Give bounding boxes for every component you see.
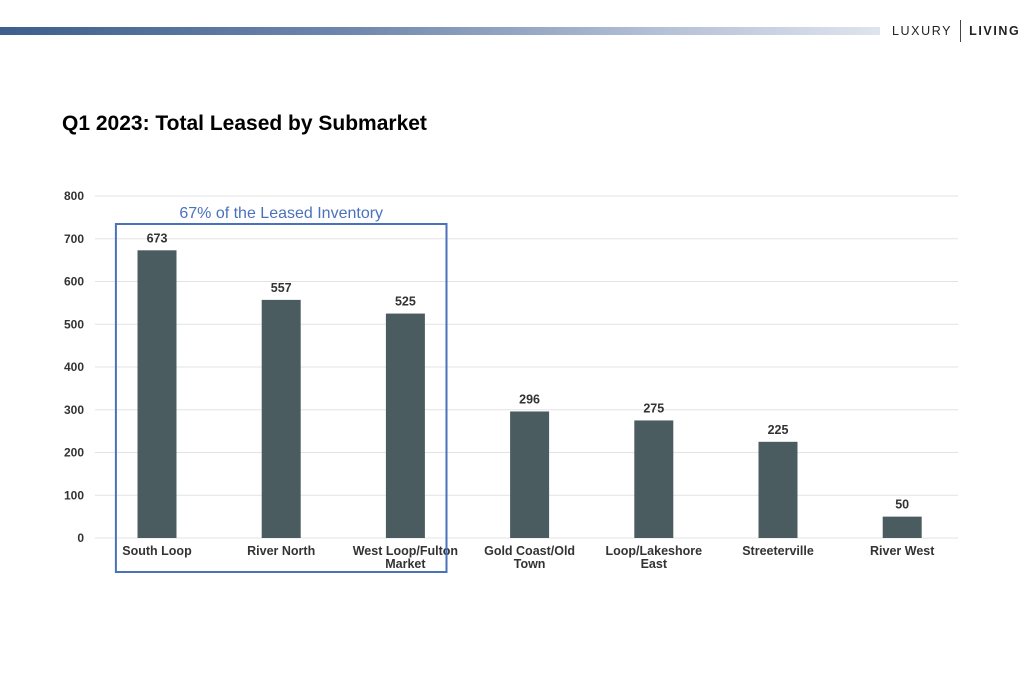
bar bbox=[758, 441, 798, 538]
data-label: 296 bbox=[519, 392, 540, 406]
y-tick-label: 500 bbox=[64, 317, 84, 331]
bar bbox=[510, 411, 550, 538]
data-label: 557 bbox=[271, 281, 292, 295]
x-tick-label: South Loop bbox=[122, 544, 192, 558]
y-tick-label: 400 bbox=[64, 360, 84, 374]
bar bbox=[634, 420, 674, 538]
y-tick-label: 300 bbox=[64, 403, 84, 417]
y-tick-label: 700 bbox=[64, 232, 84, 246]
y-tick-label: 600 bbox=[64, 275, 84, 289]
x-tick-label: River North bbox=[247, 544, 315, 558]
y-tick-label: 200 bbox=[64, 446, 84, 460]
bar bbox=[385, 313, 425, 538]
brand-word-luxury: LUXURY bbox=[892, 24, 953, 38]
x-tick-label: River West bbox=[870, 544, 935, 558]
annotation-label: 67% of the Leased Inventory bbox=[179, 205, 383, 222]
y-tick-label: 0 bbox=[77, 531, 84, 545]
y-tick-label: 100 bbox=[64, 488, 84, 502]
bar bbox=[261, 299, 301, 538]
x-tick-label: Gold Coast/Old Town bbox=[484, 544, 575, 571]
x-tick-label: Loop/Lakeshore East bbox=[606, 544, 703, 571]
y-tick-label: 800 bbox=[64, 189, 84, 203]
bar bbox=[137, 250, 177, 539]
chart-title: Q1 2023: Total Leased by Submarket bbox=[62, 112, 427, 135]
data-label: 50 bbox=[895, 498, 909, 512]
brand-word-living: LIVING bbox=[969, 24, 1021, 38]
data-label: 225 bbox=[768, 423, 789, 437]
x-tick-label: Streeterville bbox=[742, 544, 814, 558]
data-label: 673 bbox=[147, 231, 168, 245]
bar bbox=[882, 516, 922, 538]
brand-logo: LUXURY LIVING bbox=[892, 20, 1020, 42]
data-label: 275 bbox=[643, 401, 664, 415]
data-label: 525 bbox=[395, 295, 416, 309]
header-accent-bar bbox=[0, 27, 880, 35]
annotation-box bbox=[114, 223, 448, 573]
brand-divider bbox=[960, 20, 962, 42]
x-tick-label: West Loop/Fulton Market bbox=[353, 544, 458, 571]
